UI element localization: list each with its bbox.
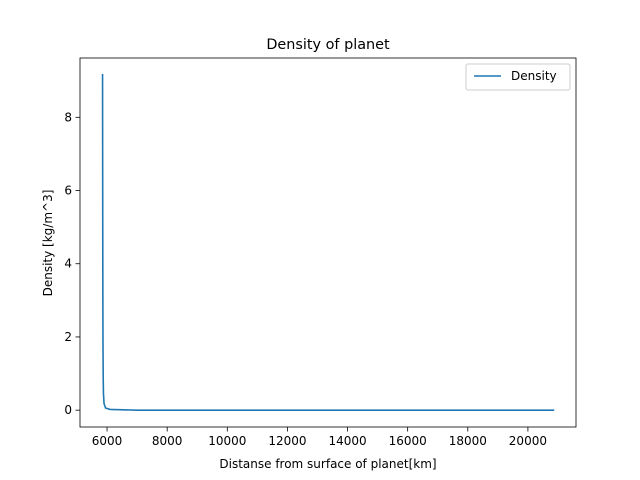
series-line-density [101, 74, 555, 411]
x-tick-label: 16000 [389, 434, 427, 448]
chart-title: Density of planet [266, 37, 390, 53]
x-tick-label: 20000 [509, 434, 547, 448]
legend-label-density: Density [511, 69, 557, 83]
y-axis: 0 2 4 6 8 [64, 110, 80, 417]
x-tick-label: 12000 [268, 434, 306, 448]
x-tick-label: 6000 [92, 434, 123, 448]
x-axis: 6000 8000 10000 12000 14000 16000 18000 20000 [92, 427, 547, 448]
y-axis-label: Density [kg/m^3] [41, 190, 55, 297]
y-tick-label: 8 [64, 110, 72, 124]
y-tick-label: 0 [64, 403, 72, 417]
plot-area [101, 74, 555, 411]
x-axis-label: Distanse from surface of planet[km] [219, 457, 436, 471]
x-tick-label: 14000 [328, 434, 366, 448]
legend-box [465, 63, 571, 91]
x-tick-label: 8000 [152, 434, 183, 448]
y-tick-label: 6 [64, 184, 72, 198]
plot-frame [79, 57, 577, 428]
x-tick-label: 10000 [208, 434, 246, 448]
y-tick-label: 4 [64, 257, 72, 271]
x-tick-label: 18000 [449, 434, 487, 448]
y-tick-label: 2 [64, 330, 72, 344]
legend: Density [465, 63, 571, 91]
